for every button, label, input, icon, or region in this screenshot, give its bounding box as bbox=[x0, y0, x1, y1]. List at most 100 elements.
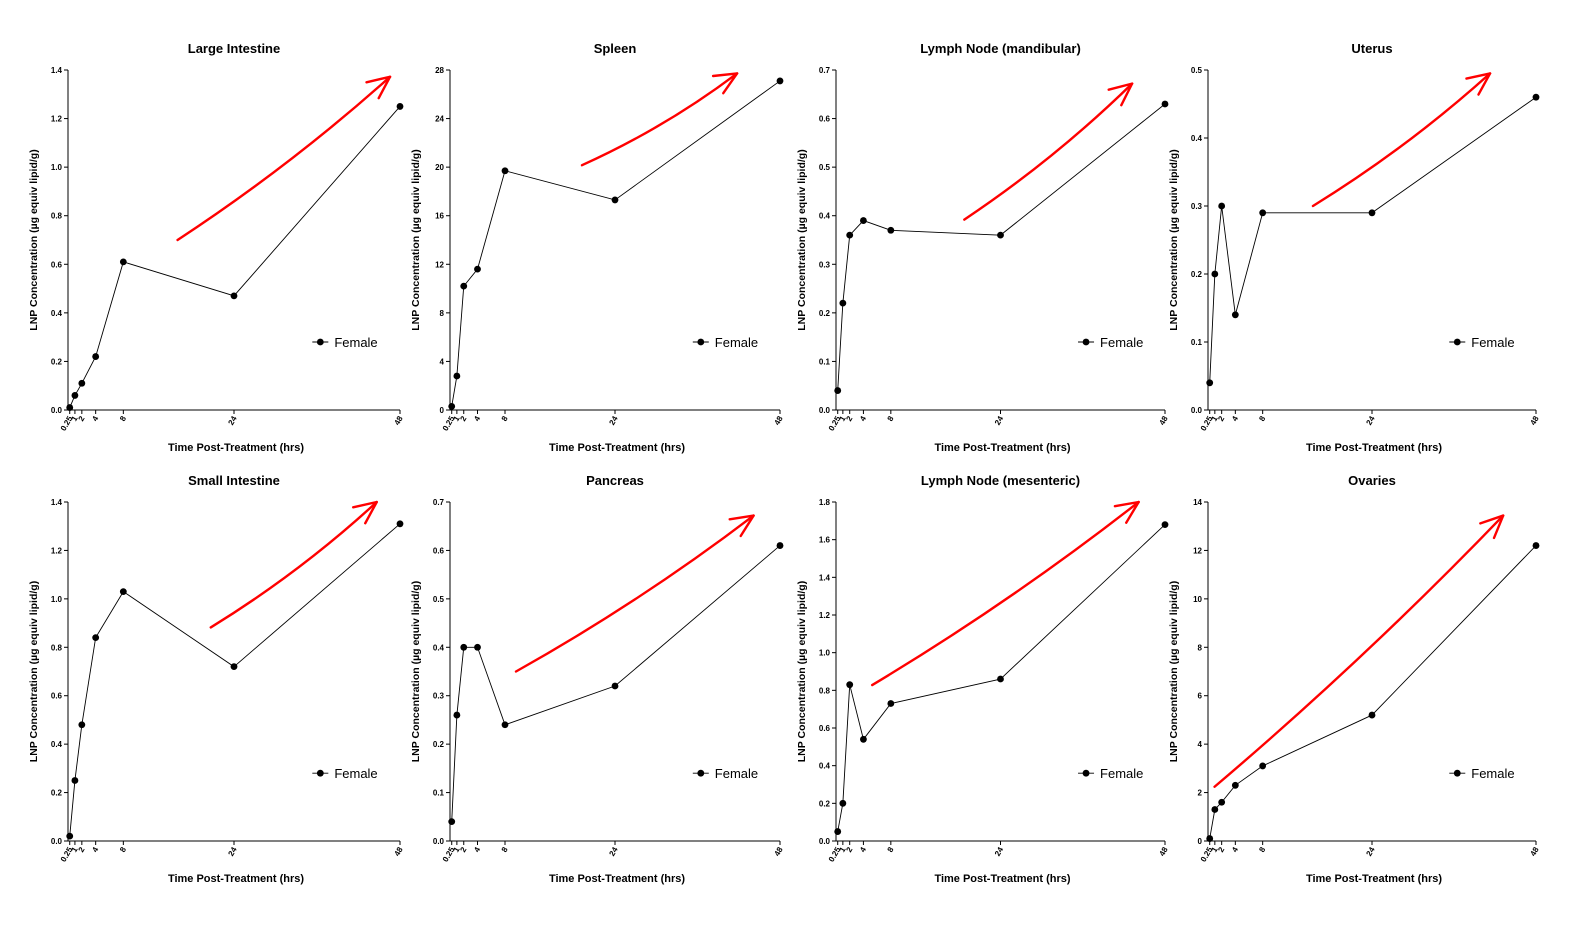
data-point bbox=[846, 681, 854, 689]
y-tick-label: 0.6 bbox=[819, 724, 831, 733]
chart-title: Ovaries bbox=[1348, 473, 1396, 488]
legend-marker bbox=[1453, 338, 1461, 346]
data-point bbox=[230, 292, 238, 300]
data-point bbox=[396, 103, 404, 110]
x-tick-label: 2 bbox=[77, 414, 87, 423]
x-tick-label: 8 bbox=[500, 414, 510, 423]
x-tick-label: 48 bbox=[772, 845, 785, 858]
y-tick-label: 16 bbox=[435, 212, 444, 221]
x-tick-label: 1 bbox=[838, 845, 848, 854]
y-tick-label: 0.4 bbox=[819, 762, 831, 771]
x-tick-label: 24 bbox=[1364, 414, 1377, 427]
data-point bbox=[1231, 781, 1239, 789]
data-point bbox=[448, 402, 456, 410]
y-tick-label: 0.2 bbox=[51, 789, 63, 798]
data-point bbox=[1368, 711, 1376, 719]
y-tick-label: 0.3 bbox=[433, 692, 445, 701]
y-tick-label: 0.8 bbox=[51, 643, 63, 652]
trend-arrow bbox=[209, 500, 378, 629]
data-point bbox=[887, 700, 895, 707]
y-tick-label: 0.2 bbox=[433, 740, 445, 749]
x-tick-label: 24 bbox=[226, 845, 239, 858]
y-axis-label: LNP Concentration (µg equiv lipid/g) bbox=[28, 149, 40, 330]
y-tick-label: 0.4 bbox=[51, 740, 63, 749]
data-point bbox=[66, 404, 74, 411]
trend-arrow-head bbox=[728, 514, 755, 538]
x-tick-label: 2 bbox=[458, 845, 468, 854]
y-tick-label: 0.6 bbox=[51, 260, 63, 269]
data-point bbox=[834, 387, 842, 394]
trend-arrow bbox=[1213, 514, 1505, 788]
x-tick-label: 24 bbox=[1364, 845, 1377, 858]
x-tick-label: 48 bbox=[772, 414, 785, 427]
legend-marker bbox=[697, 769, 705, 777]
data-point bbox=[1259, 762, 1267, 770]
y-tick-label: 1.4 bbox=[51, 498, 63, 507]
data-point bbox=[1218, 202, 1226, 210]
trend-arrow-head bbox=[711, 72, 739, 95]
y-tick-label: 0.2 bbox=[51, 357, 63, 366]
y-tick-label: 0.0 bbox=[819, 837, 831, 846]
y-tick-label: 0.7 bbox=[819, 66, 831, 75]
x-axis-label: Time Post-Treatment (hrs) bbox=[934, 442, 1070, 454]
x-tick-label: 1 bbox=[1210, 414, 1220, 423]
data-point bbox=[860, 735, 867, 743]
chart-title: Lymph Node (mandibular) bbox=[920, 41, 1081, 56]
legend-marker bbox=[316, 338, 324, 346]
y-tick-label: 1.2 bbox=[819, 611, 831, 620]
y-tick-label: 6 bbox=[1198, 692, 1203, 701]
chart-panel: Lymph Node (mesenteric) 0.0 0.2 0.4 0.6 0.8 1.… bbox=[796, 473, 1170, 885]
x-axis-label: Time Post-Treatment (hrs) bbox=[549, 873, 685, 885]
x-tick-label: 48 bbox=[1528, 845, 1541, 858]
y-tick-label: 0.8 bbox=[51, 212, 63, 221]
x-tick-label: 1 bbox=[452, 414, 462, 423]
x-tick-label: 2 bbox=[844, 414, 854, 423]
legend-marker bbox=[697, 338, 705, 346]
y-tick-label: 1.2 bbox=[51, 546, 63, 555]
x-tick-label: 24 bbox=[993, 414, 1006, 427]
x-axis-label: Time Post-Treatment (hrs) bbox=[934, 873, 1070, 885]
data-point bbox=[1206, 835, 1214, 842]
x-axis-label: Time Post-Treatment (hrs) bbox=[168, 442, 304, 454]
legend-marker bbox=[1082, 769, 1090, 777]
data-point bbox=[611, 196, 619, 204]
y-tick-label: 0.5 bbox=[819, 163, 831, 172]
x-tick-label: 4 bbox=[90, 845, 100, 854]
y-tick-label: 14 bbox=[1193, 498, 1202, 507]
data-point bbox=[460, 282, 468, 290]
y-tick-label: 24 bbox=[435, 115, 444, 124]
y-tick-label: 0.0 bbox=[1191, 406, 1203, 415]
x-tick-label: 1 bbox=[70, 845, 80, 854]
y-tick-label: 0.3 bbox=[1191, 202, 1203, 211]
data-point bbox=[846, 231, 854, 239]
y-tick-label: 0.1 bbox=[1191, 338, 1203, 347]
chart-title: Lymph Node (mesenteric) bbox=[921, 473, 1080, 488]
data-point bbox=[501, 167, 509, 175]
data-point bbox=[611, 682, 619, 690]
data-point bbox=[839, 299, 847, 307]
data-point bbox=[1259, 209, 1267, 217]
x-tick-label: 48 bbox=[392, 414, 405, 427]
trend-arrow-head bbox=[1107, 82, 1134, 107]
chart-title: Pancreas bbox=[586, 473, 644, 488]
data-point bbox=[1211, 270, 1219, 278]
x-tick-label: 8 bbox=[1257, 845, 1267, 854]
y-axis-label: LNP Concentration (µg equiv lipid/g) bbox=[796, 149, 808, 330]
data-point bbox=[834, 828, 842, 835]
y-tick-label: 1.2 bbox=[51, 115, 63, 124]
trend-arrow bbox=[580, 72, 739, 167]
y-tick-label: 4 bbox=[1198, 740, 1203, 749]
y-tick-label: 0.8 bbox=[819, 686, 831, 695]
trend-arrow bbox=[514, 514, 755, 673]
chart-panel: Large Intestine0.00.20.40.60.81.01.21.40… bbox=[28, 41, 405, 454]
x-tick-label: 2 bbox=[844, 845, 854, 854]
y-tick-label: 0.7 bbox=[433, 498, 445, 507]
y-tick-label: 0.5 bbox=[1191, 66, 1203, 75]
legend-label: Female bbox=[1100, 335, 1143, 350]
data-point bbox=[776, 542, 784, 549]
data-point bbox=[1532, 93, 1540, 101]
